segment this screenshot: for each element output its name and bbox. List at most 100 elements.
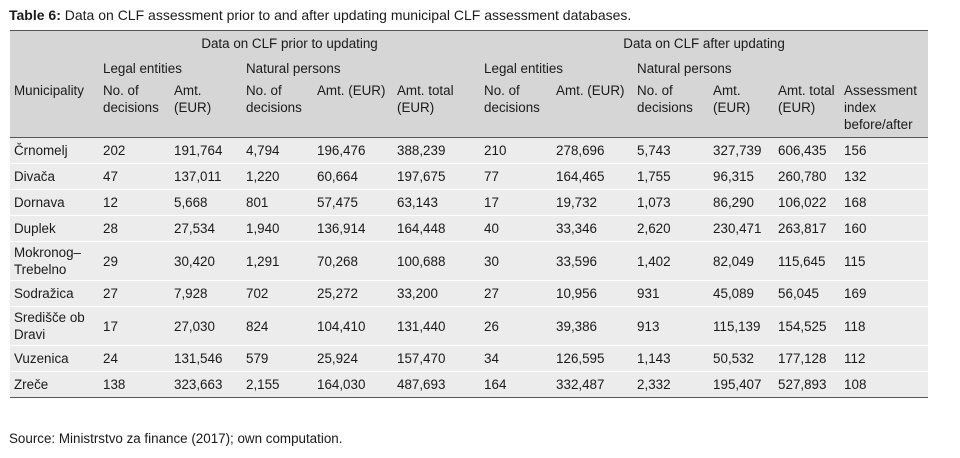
value-cell: 138 xyxy=(99,371,170,398)
header-group-after: Data on CLF after updating xyxy=(480,30,929,56)
value-cell: 108 xyxy=(840,371,929,398)
value-cell: 164,465 xyxy=(552,163,634,190)
header-group-prior: Data on CLF prior to updating xyxy=(99,30,481,56)
value-cell: 263,817 xyxy=(774,215,841,242)
value-cell: 112 xyxy=(840,345,929,372)
value-cell: 202 xyxy=(99,137,170,164)
value-cell: 106,022 xyxy=(774,189,841,216)
table-row: Mokronog–Trebelno 29 30,420 1,291 70,268 100,… xyxy=(10,241,929,281)
value-cell: 156 xyxy=(840,137,929,164)
value-cell: 1,755 xyxy=(633,163,710,190)
value-cell: 118 xyxy=(840,306,929,346)
value-cell: 70,268 xyxy=(313,241,393,281)
column-header: Amt. (EUR) xyxy=(313,80,393,138)
value-cell: 115,645 xyxy=(774,241,841,281)
value-cell: 96,315 xyxy=(709,163,775,190)
value-cell: 702 xyxy=(242,280,313,307)
value-cell: 30 xyxy=(480,241,553,281)
value-cell: 1,940 xyxy=(242,215,313,242)
value-cell: 5,668 xyxy=(170,189,242,216)
value-cell: 45,089 xyxy=(709,280,775,307)
header-natural-prior: Natural persons xyxy=(242,56,393,80)
value-cell: 487,693 xyxy=(393,371,481,398)
header-subgroup-row: Legal entities Natural persons Legal ent… xyxy=(10,56,929,80)
value-cell: 210 xyxy=(480,137,553,164)
header-empty-cell xyxy=(840,56,929,80)
column-header: Municipality xyxy=(10,80,99,138)
value-cell: 606,435 xyxy=(774,137,841,164)
value-cell: 323,663 xyxy=(170,371,242,398)
table-row: Središče ob Dravi 17 27,030 824 104,410 131,4… xyxy=(10,306,929,346)
municipality-cell: Vuzenica xyxy=(10,345,99,372)
value-cell: 168 xyxy=(840,189,929,216)
column-header: Amt. (EUR) xyxy=(170,80,242,138)
value-cell: 40 xyxy=(480,215,553,242)
value-cell: 4,794 xyxy=(242,137,313,164)
value-cell: 157,470 xyxy=(393,345,481,372)
value-cell: 29 xyxy=(99,241,170,281)
municipality-cell: Dornava xyxy=(10,189,99,216)
table-caption-text: Data on CLF assessment prior to and afte… xyxy=(60,7,632,23)
value-cell: 137,011 xyxy=(170,163,242,190)
value-cell: 33,200 xyxy=(393,280,481,307)
value-cell: 60,664 xyxy=(313,163,393,190)
column-header: No. of decisions xyxy=(480,80,553,138)
column-header: Assessment index before/after xyxy=(840,80,929,138)
value-cell: 136,914 xyxy=(313,215,393,242)
column-header: Amt. (EUR) xyxy=(552,80,634,138)
value-cell: 115 xyxy=(840,241,929,281)
municipality-cell: Zreče xyxy=(10,371,99,398)
value-cell: 388,239 xyxy=(393,137,481,164)
value-cell: 126,595 xyxy=(552,345,634,372)
value-cell: 57,475 xyxy=(313,189,393,216)
table-caption-label: Table 6: xyxy=(9,7,61,23)
table-row: Dornava 12 5,668 801 57,475 63,143 17 19,732 1,0… xyxy=(10,189,929,216)
value-cell: 17 xyxy=(480,189,553,216)
value-cell: 164,448 xyxy=(393,215,481,242)
column-header: Amt. (EUR) xyxy=(709,80,775,138)
municipality-cell: Središče ob Dravi xyxy=(10,306,99,346)
value-cell: 25,924 xyxy=(313,345,393,372)
value-cell: 2,620 xyxy=(633,215,710,242)
value-cell: 191,764 xyxy=(170,137,242,164)
value-cell: 195,407 xyxy=(709,371,775,398)
column-header: No. of decisions xyxy=(99,80,170,138)
column-header: Amt. total (EUR) xyxy=(774,80,841,138)
table-row: Divača 47 137,011 1,220 60,664 197,675 77 164,4… xyxy=(10,163,929,190)
municipality-cell: Sodražica xyxy=(10,280,99,307)
header-empty-cell xyxy=(774,56,841,80)
value-cell: 913 xyxy=(633,306,710,346)
table-caption: Table 6: Data on CLF assessment prior to… xyxy=(9,6,631,24)
value-cell: 160 xyxy=(840,215,929,242)
value-cell: 50,532 xyxy=(709,345,775,372)
header-natural-after: Natural persons xyxy=(633,56,775,80)
source-note: Source: Ministrstvo za finance (2017); o… xyxy=(9,431,343,446)
value-cell: 260,780 xyxy=(774,163,841,190)
value-cell: 77 xyxy=(480,163,553,190)
value-cell: 28 xyxy=(99,215,170,242)
value-cell: 527,893 xyxy=(774,371,841,398)
value-cell: 63,143 xyxy=(393,189,481,216)
value-cell: 1,291 xyxy=(242,241,313,281)
value-cell: 132 xyxy=(840,163,929,190)
value-cell: 1,402 xyxy=(633,241,710,281)
header-legal-prior: Legal entities xyxy=(99,56,242,80)
value-cell: 169 xyxy=(840,280,929,307)
value-cell: 27 xyxy=(99,280,170,307)
table-row: Vuzenica 24 131,546 579 25,924 157,470 34 126,5… xyxy=(10,345,929,372)
value-cell: 2,332 xyxy=(633,371,710,398)
value-cell: 33,346 xyxy=(552,215,634,242)
header-empty-cell xyxy=(10,30,99,56)
header-empty-cell xyxy=(393,56,481,80)
value-cell: 164,030 xyxy=(313,371,393,398)
table-row: Sodražica 27 7,928 702 25,272 33,200 27 10,956 9… xyxy=(10,280,929,307)
value-cell: 34 xyxy=(480,345,553,372)
value-cell: 115,139 xyxy=(709,306,775,346)
value-cell: 164 xyxy=(480,371,553,398)
value-cell: 100,688 xyxy=(393,241,481,281)
value-cell: 2,155 xyxy=(242,371,313,398)
value-cell: 197,675 xyxy=(393,163,481,190)
value-cell: 26 xyxy=(480,306,553,346)
value-cell: 10,956 xyxy=(552,280,634,307)
value-cell: 39,386 xyxy=(552,306,634,346)
